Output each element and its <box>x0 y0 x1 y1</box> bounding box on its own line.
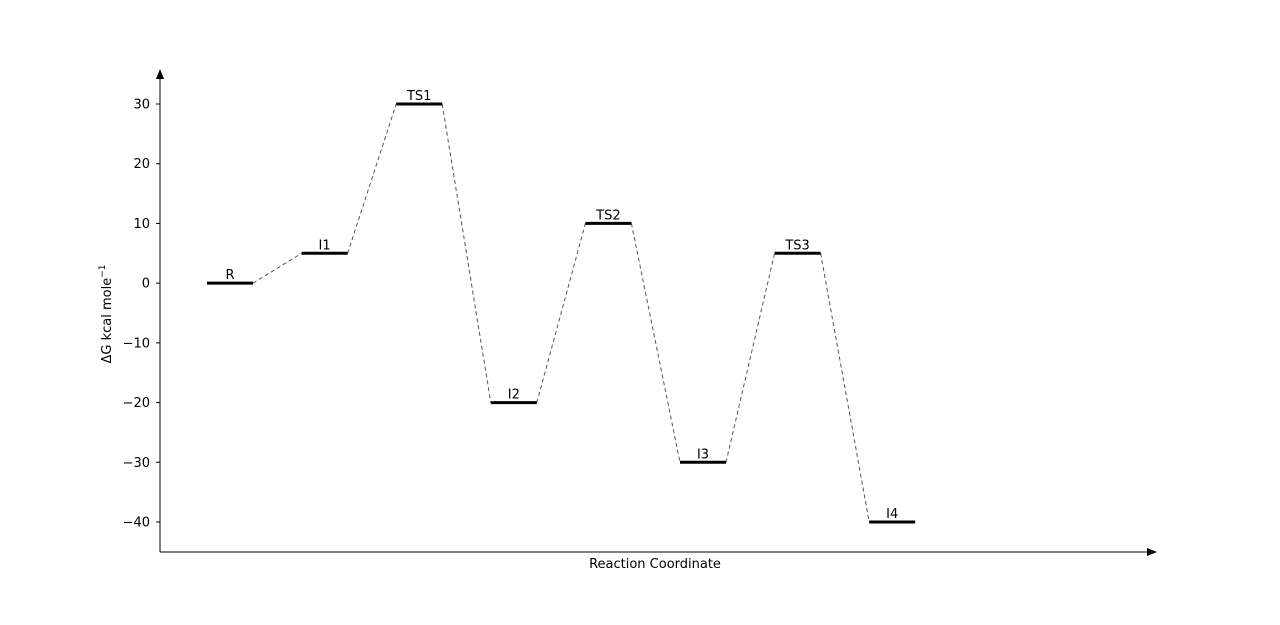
state-label-r: R <box>225 268 234 283</box>
y-tick-label: −30 <box>123 456 150 471</box>
state-label-ts2: TS2 <box>595 208 620 223</box>
y-tick-label: 30 <box>133 98 150 113</box>
state-labels-layer: R I1 TS1 I2 TS2 I3 TS3 I4 <box>225 89 898 522</box>
state-label-i4: I4 <box>886 507 898 522</box>
y-tick-label: 10 <box>133 217 150 232</box>
y-axis-arrowhead <box>156 69 164 79</box>
connectors-layer <box>252 103 870 523</box>
connector-i1-ts1 <box>347 103 397 254</box>
state-label-i3: I3 <box>697 447 709 462</box>
connector-i2-ts2 <box>536 223 586 403</box>
y-tick-label: −40 <box>123 516 150 531</box>
y-tick-label: 0 <box>142 277 150 292</box>
state-label-i2: I2 <box>508 388 520 403</box>
levels-layer <box>207 102 916 524</box>
y-tick-label: −10 <box>123 336 150 351</box>
y-ticks-layer: −40 −30 −20 −10 0 10 20 30 <box>123 98 160 531</box>
y-axis-label-main: ΔG kcal mole <box>100 278 115 364</box>
connector-ts1-i2 <box>441 103 492 403</box>
x-axis-arrowhead <box>1147 548 1157 556</box>
connector-i3-ts3 <box>725 253 776 463</box>
y-tick-label: 20 <box>133 157 150 172</box>
y-axis-label-superscript: −1 <box>98 265 108 278</box>
state-label-ts3: TS3 <box>784 238 809 253</box>
y-axis-label: ΔG kcal mole−1 <box>98 265 115 364</box>
state-label-ts1: TS1 <box>406 89 431 104</box>
connector-r-i1 <box>252 252 302 284</box>
state-label-i1: I1 <box>319 238 331 253</box>
connector-ts2-i3 <box>630 223 681 463</box>
connector-ts3-i4 <box>820 253 870 523</box>
axes-layer <box>156 69 1157 556</box>
x-axis-label: Reaction Coordinate <box>589 557 721 572</box>
y-tick-label: −20 <box>123 396 150 411</box>
